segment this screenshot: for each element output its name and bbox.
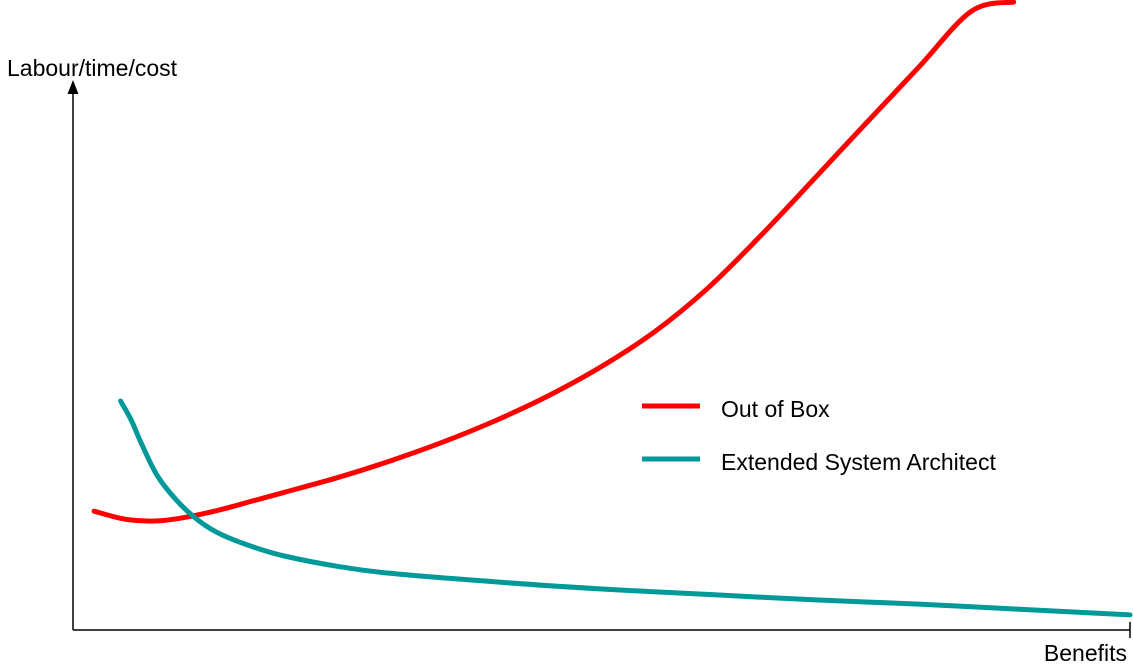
- x-axis-label: Benefits: [1044, 640, 1127, 666]
- series-layer: [91, 0, 1133, 618]
- legend: Out of Box Extended System Architect: [642, 396, 996, 475]
- y-axis-label: Labour/time/cost: [7, 55, 178, 81]
- legend-label-extended-system-architect: Extended System Architect: [721, 449, 996, 475]
- series-line-out-of-box: [91, 0, 1017, 524]
- series-line-extended-system-architect: [118, 398, 1133, 618]
- legend-label-out-of-box: Out of Box: [721, 396, 830, 422]
- y-axis-arrow: [67, 80, 79, 94]
- axes: Labour/time/cost Benefits: [7, 55, 1131, 666]
